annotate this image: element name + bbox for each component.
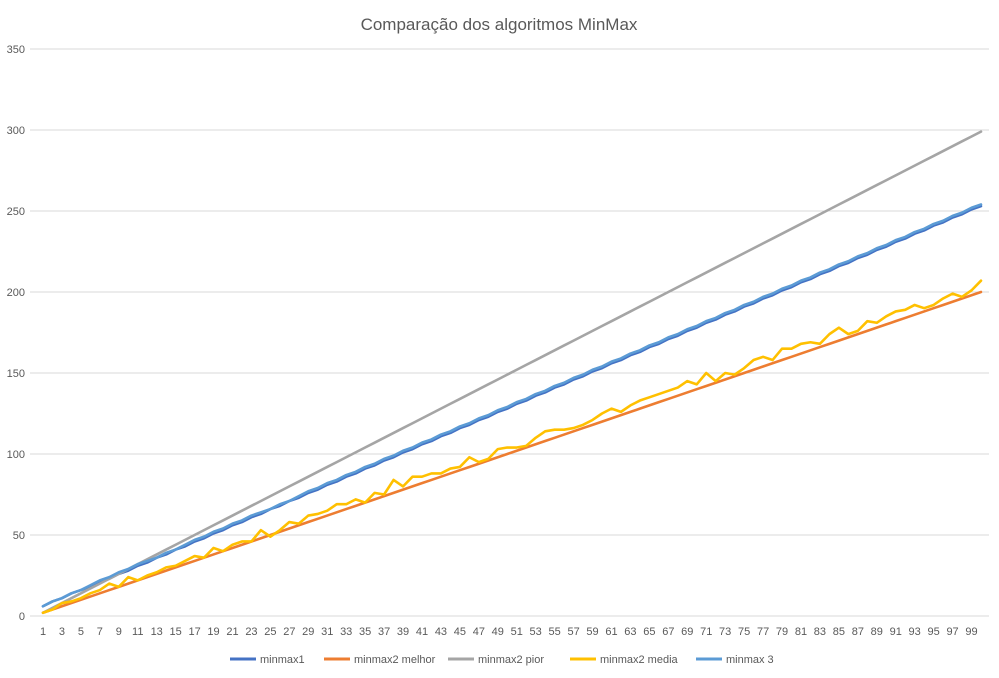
y-tick-label: 300 [7,125,25,137]
x-tick-label: 59 [586,626,598,638]
x-tick-label: 95 [928,626,940,638]
legend-label: minmax 3 [726,654,774,666]
x-tick-label: 19 [207,626,219,638]
y-tick-label: 50 [13,530,25,542]
x-tick-label: 43 [435,626,447,638]
y-tick-label: 100 [7,449,25,461]
x-tick-label: 53 [530,626,542,638]
x-tick-label: 55 [549,626,561,638]
x-tick-label: 41 [416,626,428,638]
x-tick-label: 83 [814,626,826,638]
x-tick-label: 15 [170,626,182,638]
series-line-minmax-3 [41,203,983,608]
legend-label: minmax1 [260,654,305,666]
x-tick-label: 87 [852,626,864,638]
x-tick-label: 31 [321,626,333,638]
x-tick-label: 37 [378,626,390,638]
series-line-minmax1 [41,204,983,608]
series-line-minmax2-melhor [41,290,983,615]
y-tick-label: 350 [7,44,25,56]
x-tick-label: 61 [605,626,617,638]
y-axis-ticks: 0 50 100 150 200 250 300 350 [7,44,25,623]
x-tick-label: 3 [59,626,65,638]
x-tick-label: 75 [738,626,750,638]
chart-title: Comparação dos algoritmos MinMax [361,15,638,34]
y-tick-label: 250 [7,206,25,218]
x-tick-label: 25 [264,626,276,638]
x-tick-label: 91 [890,626,902,638]
x-tick-label: 77 [757,626,769,638]
x-tick-label: 65 [643,626,655,638]
x-tick-label: 9 [116,626,122,638]
x-tick-label: 1 [40,626,46,638]
x-tick-label: 13 [151,626,163,638]
legend-label: minmax2 media [600,654,679,666]
legend-label: minmax2 pior [478,654,544,666]
x-tick-label: 67 [662,626,674,638]
x-tick-label: 17 [188,626,200,638]
x-tick-label: 29 [302,626,314,638]
y-tick-label: 0 [19,611,25,623]
legend-label: minmax2 melhor [354,654,436,666]
y-tick-label: 150 [7,368,25,380]
x-tick-label: 97 [946,626,958,638]
x-tick-label: 33 [340,626,352,638]
x-tick-label: 35 [359,626,371,638]
series-line-minmax2-media [41,279,983,615]
x-tick-label: 39 [397,626,409,638]
x-tick-label: 99 [965,626,977,638]
x-tick-label: 49 [492,626,504,638]
x-tick-label: 79 [776,626,788,638]
series-lines [41,130,983,615]
x-tick-label: 5 [78,626,84,638]
x-tick-label: 47 [473,626,485,638]
x-tick-label: 51 [511,626,523,638]
x-tick-label: 21 [226,626,238,638]
x-tick-label: 23 [245,626,257,638]
x-tick-label: 85 [833,626,845,638]
x-tick-label: 71 [700,626,712,638]
x-tick-label: 57 [567,626,579,638]
x-tick-label: 69 [681,626,693,638]
x-tick-label: 27 [283,626,295,638]
x-axis-ticks: 1 3 5 7 9 11 13 15 17 19 21 23 25 27 29 31 33 35 37 39 41 43 4… [40,626,978,638]
x-tick-label: 63 [624,626,636,638]
x-tick-label: 45 [454,626,466,638]
series-line-minmax2-pior [41,130,983,615]
x-tick-label: 73 [719,626,731,638]
x-tick-label: 89 [871,626,883,638]
x-tick-label: 7 [97,626,103,638]
x-tick-label: 93 [909,626,921,638]
x-tick-label: 11 [132,626,143,638]
x-tick-label: 81 [795,626,807,638]
legend: minmax1 minmax2 melhor minmax2 pior minmax2… [230,654,774,666]
y-tick-label: 200 [7,287,25,299]
